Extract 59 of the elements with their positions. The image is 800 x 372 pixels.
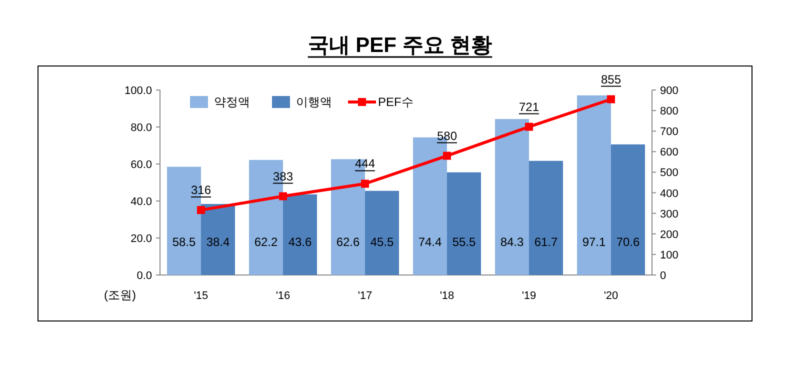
data-label: 70.6 <box>616 235 640 249</box>
data-label: 444 <box>354 156 376 171</box>
y2-tick-label: 800 <box>660 106 678 118</box>
data-label: 97.1 <box>582 235 606 249</box>
bar <box>611 144 645 275</box>
y2-tick-label: 0 <box>660 270 666 282</box>
x-tick-label: '15 <box>194 290 208 302</box>
y2-tick-label: 300 <box>660 208 678 220</box>
y-tick-label: 0.0 <box>136 270 152 282</box>
y2-tick-label: 900 <box>660 85 678 97</box>
y-tick-label: 100.0 <box>124 85 152 97</box>
x-tick-label: '19 <box>522 290 536 302</box>
data-label: 84.3 <box>500 235 524 249</box>
data-label: 58.5 <box>172 235 196 249</box>
point <box>607 95 615 104</box>
y2-tick-label: 400 <box>660 188 678 200</box>
y-tick-label: 80.0 <box>130 122 152 134</box>
point <box>361 180 369 188</box>
data-label: 316 <box>190 183 212 198</box>
x-tick-label: '16 <box>276 290 290 302</box>
bar <box>365 190 399 275</box>
bar <box>283 194 317 275</box>
y2-tick-label: 200 <box>660 228 678 241</box>
data-label: 38.4 <box>206 235 230 249</box>
data-label: 855 <box>600 72 622 86</box>
y2-tick-label: 600 <box>660 146 678 159</box>
bar <box>201 204 235 275</box>
x-tick-label: '20 <box>604 290 618 302</box>
data-label: 43.6 <box>288 235 312 249</box>
y-tick-label: 20.0 <box>130 233 152 245</box>
data-label: 580 <box>436 128 458 143</box>
point <box>279 192 287 200</box>
y-tick-label: 40.0 <box>130 196 152 208</box>
y2-tick-label: 700 <box>660 126 678 138</box>
point <box>525 122 533 131</box>
x-tick-label: '17 <box>358 290 372 302</box>
data-label: 61.7 <box>534 235 558 249</box>
data-label: 45.5 <box>370 235 394 249</box>
chart-title: 국내 PEF 주요 현황 <box>308 34 492 57</box>
y-axis-title: (조원) <box>104 288 136 302</box>
bar <box>577 95 611 275</box>
legend-label: PEF수 <box>378 95 414 109</box>
y-tick-label: 60.0 <box>130 159 152 171</box>
data-label: 721 <box>518 100 540 114</box>
data-label: 383 <box>272 169 294 184</box>
data-label: 74.4 <box>418 235 442 249</box>
legend-label: 약정액 <box>214 95 250 109</box>
bar <box>447 172 481 275</box>
data-label: 55.5 <box>452 235 476 249</box>
data-label: 62.2 <box>254 235 278 249</box>
bar <box>495 119 529 275</box>
bar <box>529 160 563 275</box>
point <box>443 152 451 160</box>
y2-tick-label: 100 <box>660 249 678 262</box>
data-label: 62.6 <box>336 235 360 249</box>
point <box>197 206 205 214</box>
x-tick-label: '18 <box>440 290 454 302</box>
y2-tick-label: 500 <box>660 167 678 180</box>
legend-label: 이행액 <box>296 95 332 109</box>
